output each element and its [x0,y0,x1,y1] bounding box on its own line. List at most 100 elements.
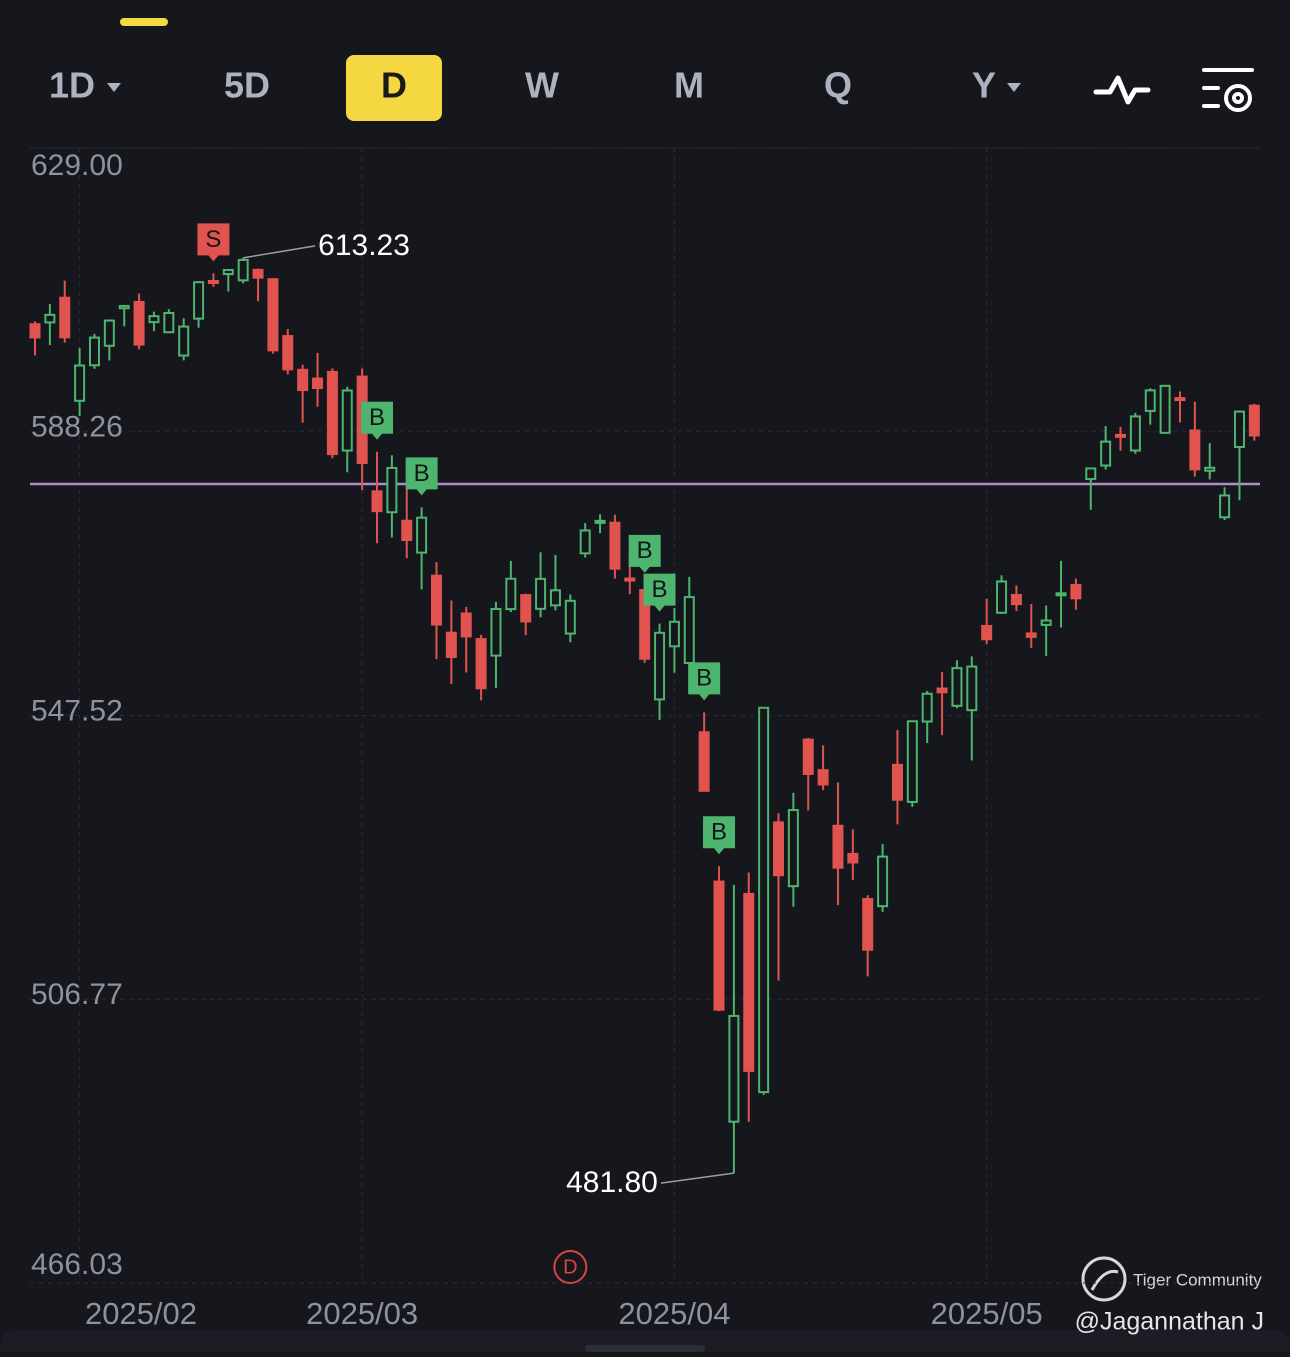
y-tick-label: 506.77 [31,978,123,1011]
candle-body [1085,467,1097,481]
candle-body [282,335,294,371]
candle-body [936,687,948,694]
candle-body [1055,592,1067,597]
signal-marker [361,401,394,440]
dropdown-arrow [107,83,121,92]
candle-body [624,577,636,582]
signal-label: B [711,819,727,846]
candle-body [297,368,309,392]
bottom-handle [585,1345,705,1352]
candle-body [193,281,205,320]
candle-body [88,336,100,367]
tab[interactable]: 5D [224,65,270,106]
candle-body [713,880,725,1011]
candle-body [951,667,963,707]
candle-body [460,612,472,638]
dropdown-arrow [1007,83,1021,92]
candle-body [178,325,190,357]
candle-body [386,466,398,514]
indicator-icon[interactable] [1093,75,1151,105]
signal-label: B [414,460,430,487]
event-marker [553,1250,588,1284]
watermark-logo [1081,1256,1127,1302]
candle-body [207,280,219,285]
candle-body [1070,584,1082,600]
candle-body [44,313,56,324]
x-tick-label: 2025/05 [931,1296,1043,1331]
candle-body [222,268,234,276]
candle-body [921,692,933,723]
candle-body [743,892,755,1072]
y-tick-label: 547.52 [31,694,123,727]
candle-body [891,763,903,801]
signal-label: B [369,404,385,431]
tab[interactable]: Y [972,65,996,106]
candle-body [103,319,115,347]
tab[interactable]: 1D [49,65,95,106]
watermark: Tiger Community @Jagannathan J [1075,1256,1264,1336]
annotation-label: 613.23 [318,229,410,262]
tab[interactable]: W [525,65,559,106]
x-tick-label: 2025/04 [618,1296,730,1331]
candle-body [966,665,978,712]
signal-marker [197,223,230,262]
tab-selected[interactable]: D [381,65,407,106]
candle-body [430,574,442,626]
candle-body [802,738,814,775]
candle-body [654,631,666,701]
candle-body [1233,410,1245,448]
candle-body [148,315,160,324]
watermark-brand: Tiger Community [1133,1270,1262,1289]
signal-marker [703,816,736,855]
candle-body [1100,440,1112,467]
candle-body [535,577,547,610]
x-tick-label: 2025/02 [85,1296,197,1331]
signal-marker [405,457,438,496]
watermark-author: @Jagannathan J [1075,1308,1264,1336]
candle-body [847,852,859,864]
candle-body [74,364,86,402]
x-tick-label: 2025/03 [306,1296,418,1331]
plot: 629.00 588.26 547.52 506.77 466.03 2025/02 202… [29,147,1260,1331]
y-tick-label: 466.03 [31,1248,123,1281]
signal-marker [688,662,721,701]
candle-body [133,300,145,346]
annotation-label: 481.80 [566,1166,658,1199]
bottom-panel [0,1330,1290,1357]
candle-body [1144,389,1156,412]
candle-body [505,577,517,611]
tab[interactable]: Q [824,65,852,106]
candle-body [1189,429,1201,471]
candle-body [996,580,1008,614]
candle-body [1174,397,1186,402]
candle-body [1010,593,1022,606]
candle-body [981,624,993,641]
candle-body [862,898,874,951]
candle-body [475,638,487,690]
candle-body [817,769,829,786]
candle-body [341,389,353,452]
candle-body [445,631,457,658]
tab[interactable]: M [674,65,704,106]
selected-tab-bg [346,55,442,121]
signal-marker [628,534,661,573]
candle-body [371,490,383,513]
annotation-leader [243,245,316,259]
signal-label: S [205,226,221,253]
candle-body [1159,384,1171,434]
signal-label: B [637,537,653,564]
candle-body [906,720,918,803]
candle-body [683,596,695,665]
y-tick-label: 588.26 [31,411,123,444]
settings-icon[interactable] [1202,68,1254,112]
signal-marker [643,573,676,612]
candle-body [594,519,606,524]
candle-body [29,323,41,339]
candle-body [118,304,130,310]
drag-indicator [120,18,168,26]
watermark-logo-mark [1090,1269,1119,1291]
candle-body [326,370,338,456]
candle-body [698,731,710,792]
